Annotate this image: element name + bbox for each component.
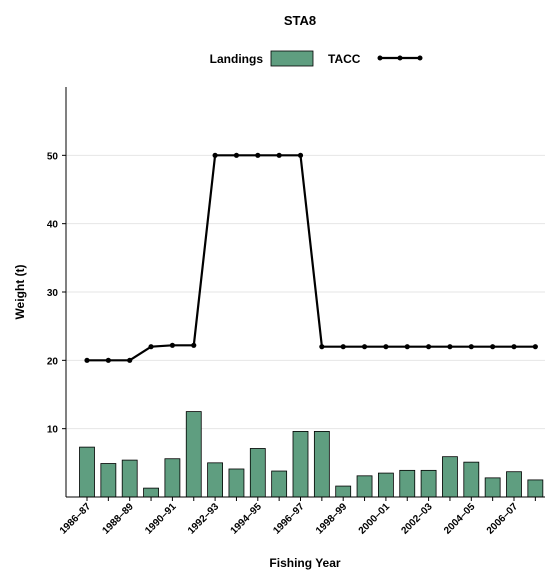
bar-landings	[399, 469, 416, 498]
x-axis-label: Fishing Year	[269, 556, 340, 570]
point-tacc	[319, 344, 325, 350]
legend-label-tacc: TACC	[328, 52, 361, 66]
point-tacc	[127, 357, 133, 363]
y-tick-labels: 10 20 30 40 50	[47, 151, 59, 435]
bar-landings	[527, 479, 544, 498]
bar-landings	[271, 470, 288, 498]
bar-landings	[79, 446, 95, 498]
series-tacc	[84, 152, 538, 363]
chart-title: STA8	[284, 13, 316, 28]
bar-landings	[506, 471, 522, 498]
grid	[66, 154, 545, 430]
x-tick-label: 2000–01	[357, 501, 393, 537]
bar-landings	[292, 430, 309, 498]
bar-landings	[335, 485, 352, 498]
bar-landings	[228, 468, 245, 498]
point-tacc	[468, 344, 474, 350]
legend: Landings TACC	[210, 50, 423, 67]
x-tick-labels: 1986–87 1988–89 1990–91 1992–93 1994–95 1996–…	[58, 501, 521, 537]
bar-landings	[164, 458, 181, 498]
point-tacc	[276, 152, 282, 158]
bar-landings	[484, 477, 501, 498]
bar-landings	[249, 448, 266, 498]
point-tacc	[105, 357, 111, 363]
point-tacc	[511, 344, 517, 350]
point-tacc	[148, 344, 154, 350]
bar-landings	[185, 411, 202, 498]
y-axis-label: Weight (t)	[13, 264, 27, 319]
x-tick-label: 1990–91	[143, 501, 179, 537]
x-tick-label: 1986–87	[58, 501, 94, 537]
x-tick-label: 1992–93	[186, 501, 222, 537]
point-tacc	[532, 344, 538, 350]
legend-marker-tacc	[417, 55, 423, 61]
bar-landings	[463, 461, 480, 498]
x-tick-label: 1994–95	[229, 501, 265, 537]
y-tick-label: 40	[47, 220, 59, 231]
point-tacc	[169, 342, 175, 348]
point-tacc	[340, 344, 346, 350]
bar-landings	[143, 487, 159, 498]
legend-label-landings: Landings	[210, 52, 264, 66]
y-tick-label: 30	[47, 288, 59, 299]
point-tacc	[255, 152, 261, 158]
x-tick-label: 1988–89	[101, 501, 137, 537]
point-tacc	[361, 344, 368, 350]
legend-marker-tacc	[397, 55, 403, 61]
bar-landings	[121, 459, 138, 498]
bar-landings	[207, 462, 224, 498]
point-tacc	[426, 344, 432, 350]
x-tick-label: 1996–97	[271, 501, 307, 537]
x-tick-label: 2002–03	[399, 501, 435, 537]
bar-landings	[442, 456, 458, 498]
x-tick-label: 2004–05	[442, 501, 478, 537]
bar-landings	[313, 430, 330, 498]
point-tacc	[404, 344, 410, 350]
y-tick-label: 10	[47, 425, 59, 436]
bars-landings	[79, 411, 544, 498]
line-tacc	[87, 154, 536, 362]
point-tacc	[233, 152, 240, 158]
bar-landings	[356, 475, 373, 498]
y-tick-label: 20	[47, 356, 59, 367]
legend-swatch-landings	[270, 50, 314, 67]
point-tacc	[490, 344, 496, 350]
axes	[62, 87, 545, 501]
point-tacc	[447, 344, 453, 350]
point-tacc	[84, 357, 90, 363]
point-tacc	[383, 344, 389, 350]
point-tacc	[297, 152, 304, 158]
point-tacc	[191, 342, 197, 348]
bar-landings	[377, 472, 394, 498]
x-tick-label: 1998–99	[314, 501, 350, 537]
point-tacc	[212, 152, 218, 158]
legend-marker-tacc	[377, 55, 383, 61]
x-tick-label: 2006–07	[485, 501, 521, 537]
bar-landings	[420, 469, 437, 498]
bar-landings	[100, 463, 117, 498]
y-tick-label: 50	[47, 151, 59, 162]
